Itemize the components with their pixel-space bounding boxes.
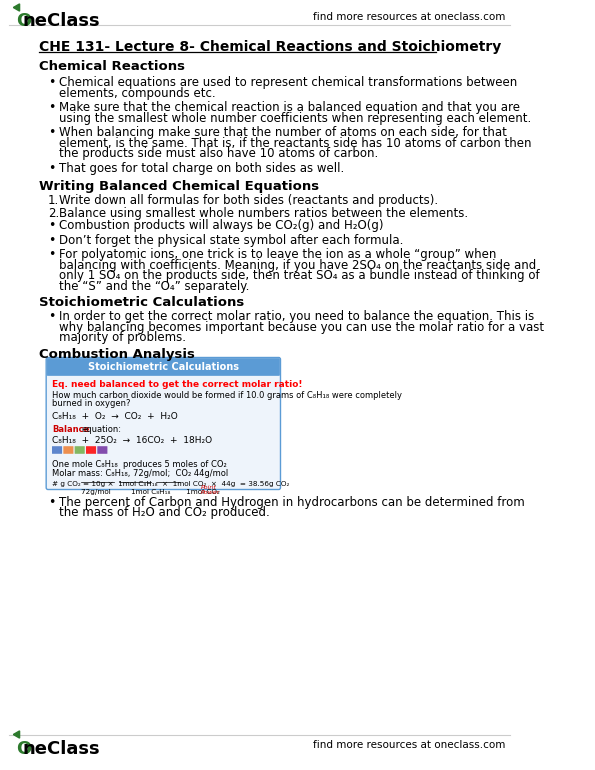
- Text: Write down all formulas for both sides (reactants and products).: Write down all formulas for both sides (…: [60, 194, 439, 207]
- Text: burned in oxygen?: burned in oxygen?: [52, 399, 131, 408]
- Text: Stoichiometric Calculations: Stoichiometric Calculations: [88, 362, 239, 372]
- Text: O: O: [15, 740, 31, 758]
- Text: element, is the same. That is, if the reactants side has 10 atoms of carbon then: element, is the same. That is, if the re…: [60, 136, 532, 149]
- Text: Don’t forget the physical state symbol after each formula.: Don’t forget the physical state symbol a…: [60, 233, 403, 246]
- Text: •: •: [48, 233, 55, 246]
- Text: •: •: [48, 310, 55, 323]
- Text: •: •: [48, 101, 55, 114]
- Text: Eq. need balanced to get the correct molar ratio!: Eq. need balanced to get the correct mol…: [52, 380, 303, 389]
- Text: 72g/mol         1mol C₈H₁₈       1mol CO₂: 72g/mol 1mol C₈H₁₈ 1mol CO₂: [81, 488, 220, 494]
- Text: Balance: Balance: [52, 424, 90, 434]
- Text: Balance using smallest whole numbers ratios between the elements.: Balance using smallest whole numbers rat…: [60, 206, 468, 219]
- Text: balancing with coefficients. Meaning, if you have 2SO₄ on the reactants side and: balancing with coefficients. Meaning, if…: [60, 259, 537, 272]
- Text: Chemical equations are used to represent chemical transformations between: Chemical equations are used to represent…: [60, 76, 518, 89]
- Text: CHE 131- Lecture 8- Chemical Reactions and Stoichiometry: CHE 131- Lecture 8- Chemical Reactions a…: [39, 40, 502, 54]
- Text: •: •: [48, 126, 55, 139]
- Text: Stoichiometric Calculations: Stoichiometric Calculations: [39, 296, 245, 309]
- Text: # g CO₂ = 10g ×  1mol C₈H₁₈  ×  1mol CO₂  ×  44g  = 38.56g CO₂: # g CO₂ = 10g × 1mol C₈H₁₈ × 1mol CO₂ × …: [52, 480, 290, 487]
- Text: majority of problems.: majority of problems.: [60, 331, 186, 344]
- Text: •: •: [48, 162, 55, 175]
- Text: C₈H₁₈  +  25O₂  →  16CO₂  +  18H₂O: C₈H₁₈ + 25O₂ → 16CO₂ + 18H₂O: [52, 436, 212, 444]
- Text: Combustion products will always be CO₂(g) and H₂O(g): Combustion products will always be CO₂(g…: [60, 219, 384, 232]
- Text: The percent of Carbon and Hydrogen in hydrocarbons can be determined from: The percent of Carbon and Hydrogen in hy…: [60, 496, 525, 508]
- Text: Writing Balanced Chemical Equations: Writing Balanced Chemical Equations: [39, 180, 320, 193]
- FancyBboxPatch shape: [98, 446, 108, 454]
- Text: How much carbon dioxide would be formed if 10.0 grams of C₈H₁₈ were completely: How much carbon dioxide would be formed …: [52, 390, 402, 400]
- FancyBboxPatch shape: [47, 359, 280, 376]
- Text: C₈H₁₈  +  O₂  →  CO₂  +  H₂O: C₈H₁₈ + O₂ → CO₂ + H₂O: [52, 411, 178, 420]
- Text: 1.: 1.: [48, 194, 59, 207]
- Text: When balancing make sure that the number of atoms on each side, for that: When balancing make sure that the number…: [60, 126, 507, 139]
- Text: Point
Power: Point Power: [201, 484, 220, 495]
- Text: the “S” and the “O₄” separately.: the “S” and the “O₄” separately.: [60, 280, 250, 293]
- Text: •: •: [48, 248, 55, 261]
- Text: In order to get the correct molar ratio, you need to balance the equation. This : In order to get the correct molar ratio,…: [60, 310, 534, 323]
- Text: One mole C₈H₁₈  produces 5 moles of CO₂: One mole C₈H₁₈ produces 5 moles of CO₂: [52, 460, 227, 468]
- FancyBboxPatch shape: [74, 446, 84, 454]
- Text: For polyatomic ions, one trick is to leave the ion as a whole “group” when: For polyatomic ions, one trick is to lea…: [60, 248, 497, 261]
- Text: find more resources at oneclass.com: find more resources at oneclass.com: [313, 740, 505, 750]
- Text: Make sure that the chemical reaction is a balanced equation and that you are: Make sure that the chemical reaction is …: [60, 101, 520, 114]
- Text: •: •: [48, 496, 55, 508]
- Text: That goes for total charge on both sides as well.: That goes for total charge on both sides…: [60, 162, 345, 175]
- Text: Molar mass: C₈H₁₈, 72g/mol;  CO₂ 44g/mol: Molar mass: C₈H₁₈, 72g/mol; CO₂ 44g/mol: [52, 468, 228, 477]
- Text: the products side must also have 10 atoms of carbon.: the products side must also have 10 atom…: [60, 147, 378, 160]
- Text: •: •: [48, 76, 55, 89]
- Text: find more resources at oneclass.com: find more resources at oneclass.com: [313, 12, 505, 22]
- Text: •: •: [48, 219, 55, 232]
- FancyBboxPatch shape: [52, 446, 62, 454]
- Text: the mass of H₂O and CO₂ produced.: the mass of H₂O and CO₂ produced.: [60, 506, 270, 519]
- Text: why balancing becomes important because you can use the molar ratio for a vast: why balancing becomes important because …: [60, 320, 544, 333]
- FancyBboxPatch shape: [63, 446, 73, 454]
- Text: O: O: [15, 12, 31, 30]
- FancyBboxPatch shape: [86, 446, 96, 454]
- Text: Combustion Analysis: Combustion Analysis: [39, 347, 195, 360]
- Text: Chemical Reactions: Chemical Reactions: [39, 60, 185, 73]
- FancyBboxPatch shape: [46, 357, 280, 490]
- Text: 2.: 2.: [48, 206, 59, 219]
- Text: neClass: neClass: [23, 12, 101, 30]
- Text: only 1 SO₄ on the products side, then treat SO₄ as a bundle instead of thinking : only 1 SO₄ on the products side, then tr…: [60, 269, 540, 282]
- Text: equation:: equation:: [81, 424, 121, 434]
- Text: neClass: neClass: [23, 740, 101, 758]
- Text: elements, compounds etc.: elements, compounds etc.: [60, 86, 216, 99]
- Text: using the smallest whole number coefficients when representing each element.: using the smallest whole number coeffici…: [60, 112, 531, 125]
